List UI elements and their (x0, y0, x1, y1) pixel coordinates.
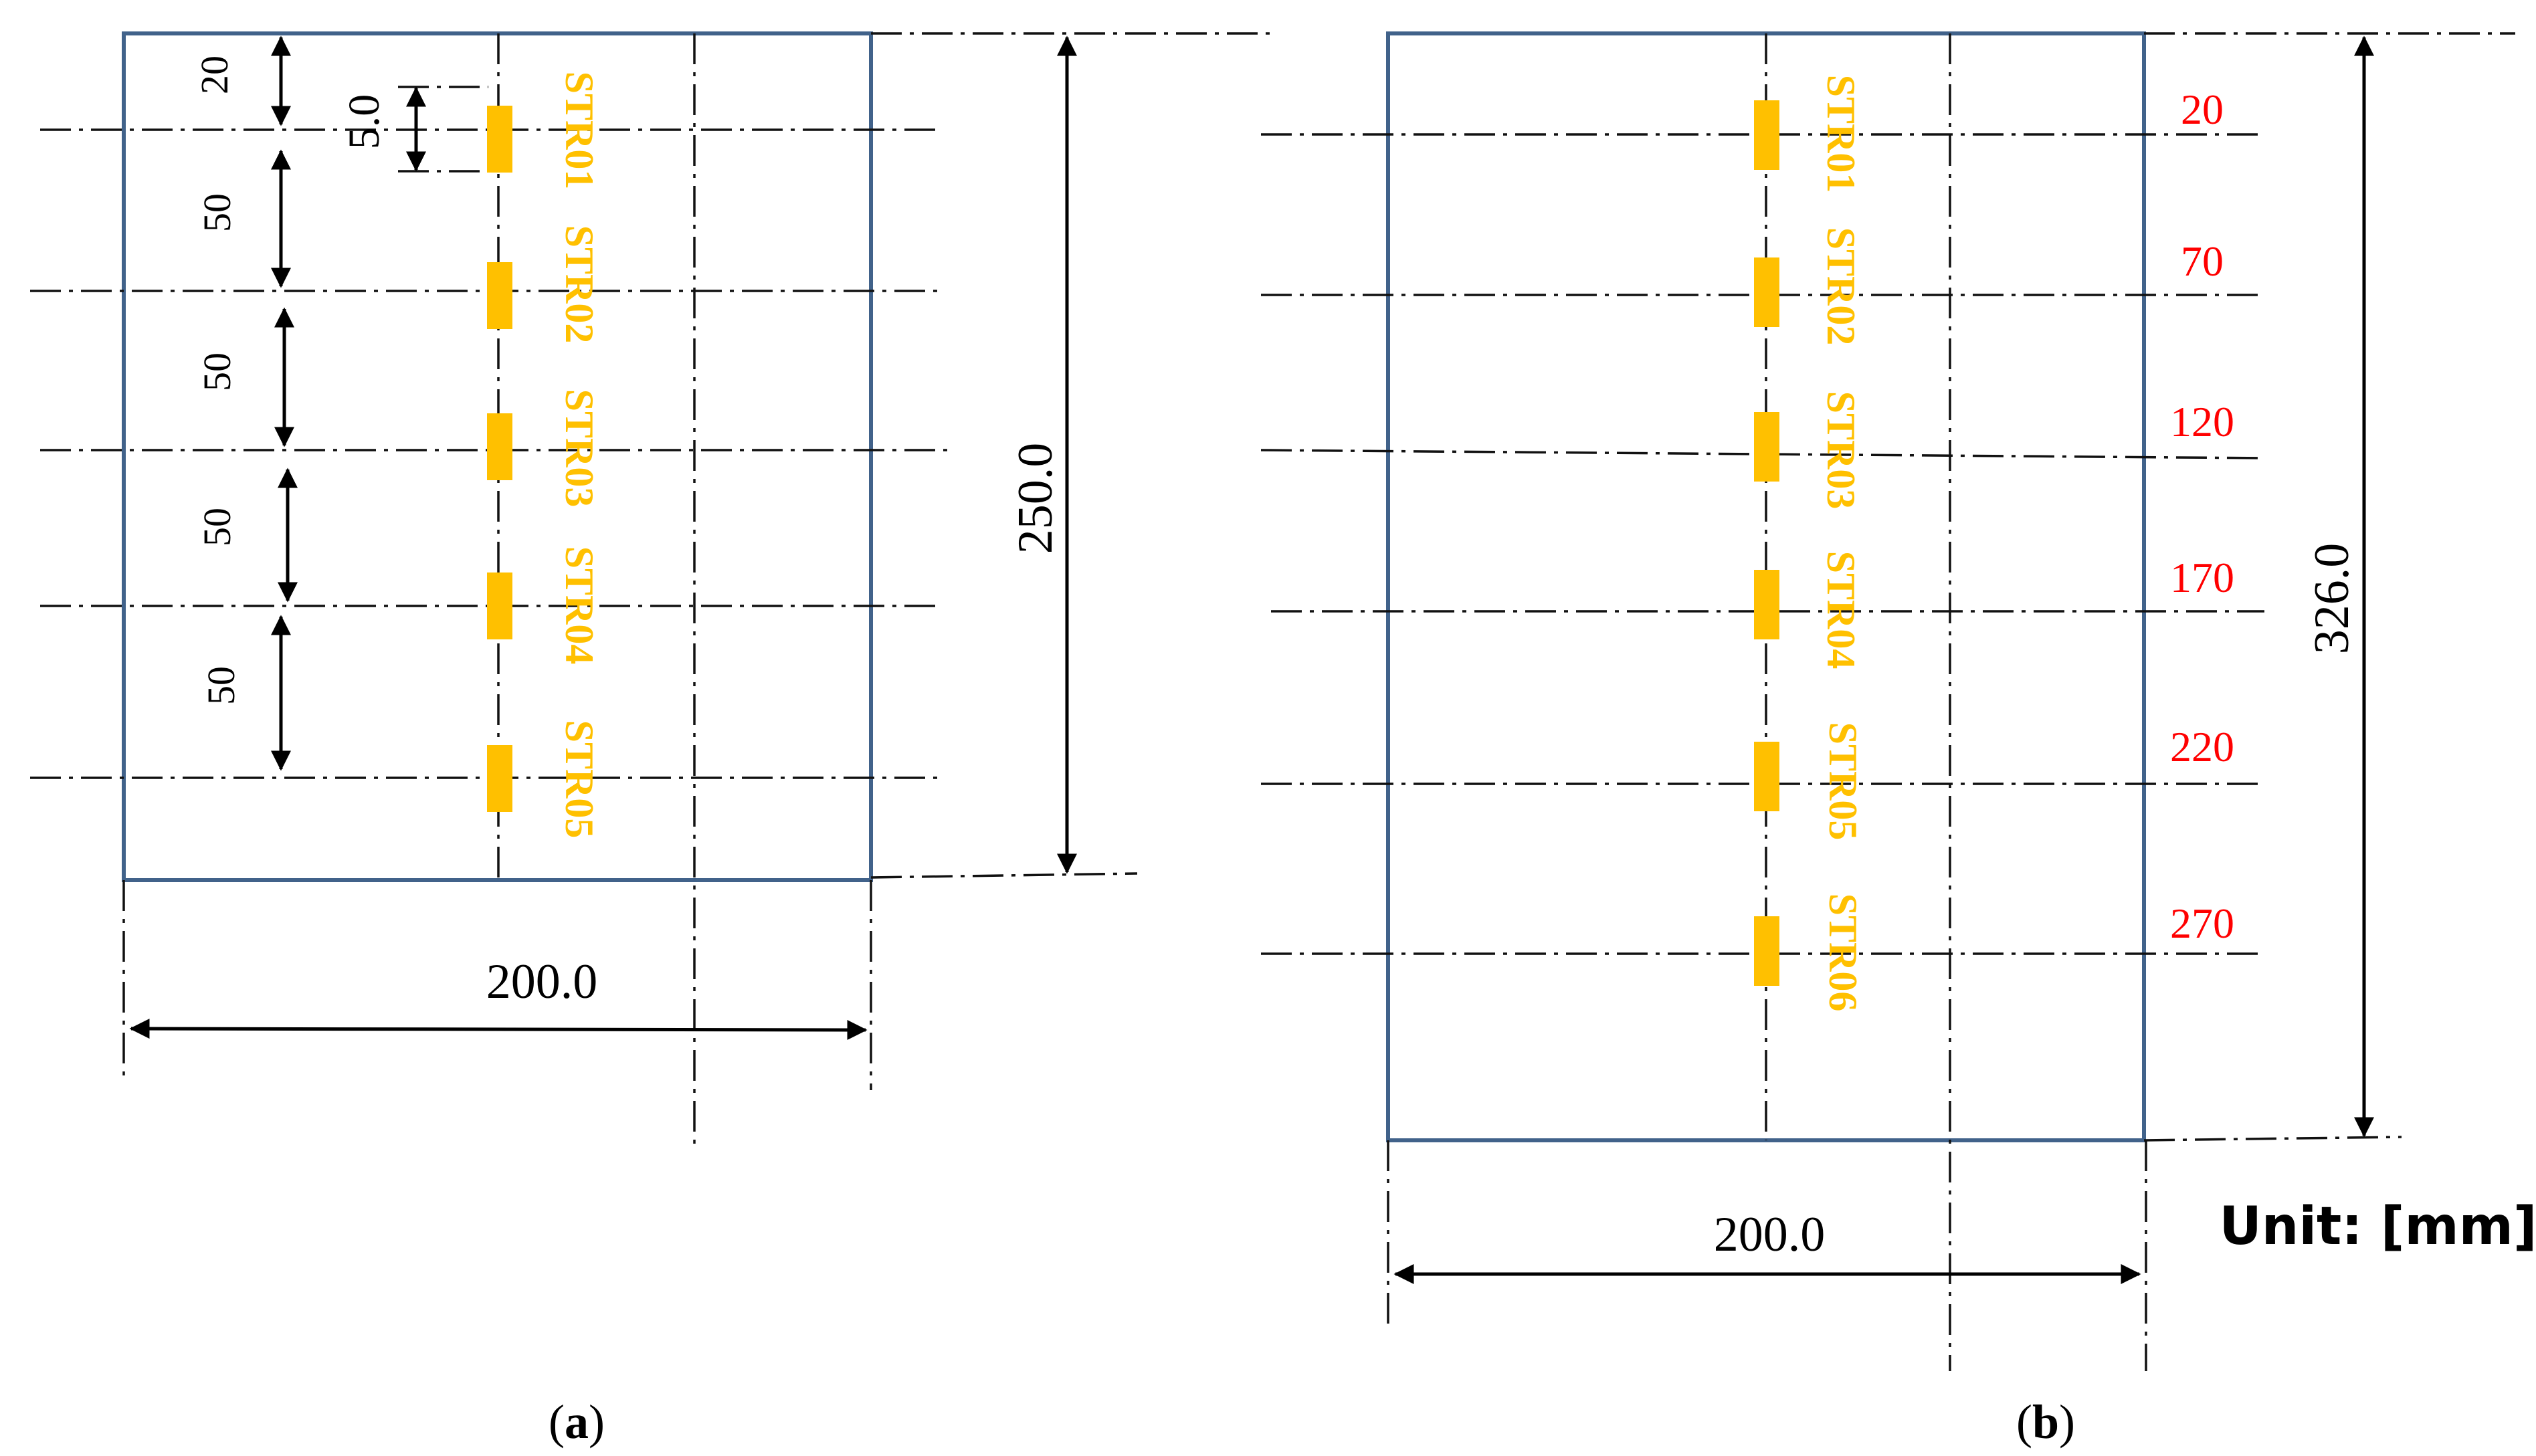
extension-line-bottom-a (870, 872, 1138, 879)
position-label-b-4: 170 (2170, 554, 2234, 601)
extension-line-bottom-b (2143, 1136, 2402, 1142)
gauge-label-a-4: STR04 (557, 546, 601, 665)
gauge-length-label: 5.0 (340, 94, 389, 150)
width-label-a: 200.0 (486, 954, 598, 1009)
strain-gauge-a-2 (487, 262, 512, 329)
strain-gauge-b-3 (1754, 412, 1779, 482)
spacing-label-a-1: 20 (193, 56, 236, 94)
panel-b: STR01 STR02 STR03 STR04 STR05 STR06 20 7… (1260, 31, 2536, 1449)
strain-gauge-b-4 (1754, 570, 1779, 639)
gauge-label-b-4: STR04 (1819, 551, 1863, 669)
gauge-label-a-3: STR03 (557, 389, 601, 508)
panel-a: STR01 STR02 STR03 STR04 STR05 20 50 50 5… (30, 31, 1271, 1449)
strain-gauge-b-2 (1754, 257, 1779, 327)
unit-label: Unit: [mm] (2219, 1197, 2536, 1257)
position-label-b-6: 270 (2170, 900, 2234, 947)
gauge-label-b-2: STR02 (1819, 227, 1863, 346)
width-label-b: 200.0 (1714, 1207, 1826, 1262)
caption-a: (a) (549, 1395, 605, 1449)
gauge-label-a-5: STR05 (557, 720, 601, 839)
position-label-b-3: 120 (2170, 398, 2234, 445)
gauge-label-a-1: STR01 (557, 72, 601, 190)
position-label-b-5: 220 (2170, 723, 2234, 770)
strain-gauge-a-4 (487, 573, 512, 639)
spacing-label-a-2: 50 (195, 193, 239, 232)
caption-b: (b) (2016, 1395, 2075, 1449)
spacing-label-a-4: 50 (195, 508, 239, 546)
strain-gauge-a-1 (487, 106, 512, 173)
position-label-b-1: 20 (2181, 86, 2224, 133)
height-label-a: 250.0 (1008, 443, 1063, 554)
gauge-label-b-3: STR03 (1819, 391, 1863, 510)
gauge-line-b-3 (1260, 449, 2265, 459)
position-label-b-2: 70 (2181, 237, 2224, 285)
gauge-label-b-6: STR06 (1821, 894, 1865, 1012)
gauge-label-b-5: STR05 (1821, 722, 1865, 841)
strain-gauge-b-1 (1754, 100, 1779, 170)
strain-gauge-b-5 (1754, 742, 1779, 811)
strain-gauge-a-3 (487, 413, 512, 480)
spacing-label-a-5: 50 (199, 666, 243, 705)
strain-gauge-a-5 (487, 745, 512, 812)
height-label-b: 326.0 (2305, 543, 2359, 655)
strain-gauge-b-6 (1754, 916, 1779, 986)
spacing-label-a-3: 50 (195, 352, 239, 391)
gauge-label-a-2: STR02 (557, 225, 601, 344)
gauge-label-b-1: STR01 (1819, 75, 1863, 193)
width-dimension-arrow-a (129, 1019, 868, 1040)
